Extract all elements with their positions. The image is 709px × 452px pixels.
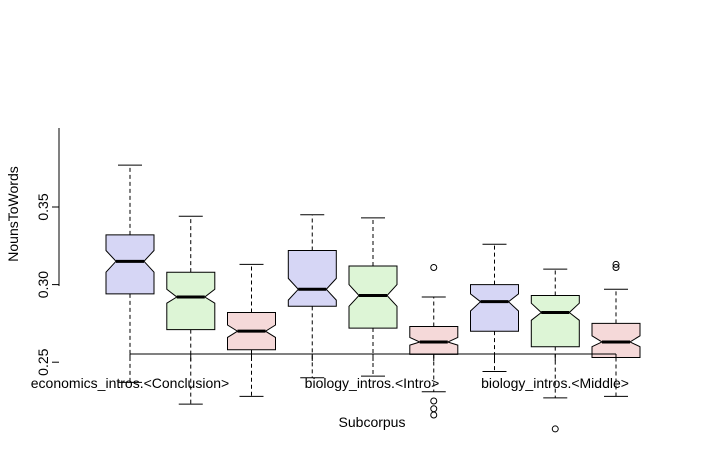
box-8: [530, 268, 580, 433]
outlier-point: [551, 425, 559, 433]
y-tick-label: 0.35: [35, 193, 51, 220]
box-body: [591, 322, 641, 358]
box-5: [348, 217, 398, 377]
x-tick-label-biology-middle: biology_intros.<Middle>: [481, 375, 629, 391]
box-6: [409, 264, 459, 419]
y-tick-label: 0.25: [35, 348, 51, 375]
box-body: [470, 284, 519, 332]
box-9: [591, 260, 641, 397]
box-body: [105, 234, 155, 295]
outlier-point: [430, 411, 438, 419]
outlier-point: [430, 264, 438, 272]
box-body: [287, 250, 337, 307]
box-3: [227, 263, 276, 397]
outlier-point: [612, 264, 620, 272]
box-1: [105, 164, 155, 383]
x-axis-title: Subcorpus: [339, 414, 406, 430]
box-4: [287, 214, 337, 379]
box-body: [166, 271, 216, 331]
box-body: [348, 265, 398, 329]
outlier-point: [430, 405, 438, 413]
box-7: [470, 243, 519, 373]
box-2: [166, 215, 216, 405]
x-axis-ticks: [129, 354, 617, 361]
y-axis-ticks: 0.25 0.30 0.35: [35, 193, 59, 376]
outlier-point: [430, 397, 438, 405]
outlier-point: [612, 260, 620, 268]
plot-area: [105, 164, 641, 433]
x-tick-label-biology-intro: biology_intros.<Intro>: [305, 375, 440, 391]
x-tick-label-economics-conclusion: economics_intros.<Conclusion>: [31, 375, 229, 391]
box-body: [409, 326, 459, 355]
box-body: [530, 295, 580, 348]
y-tick-label: 0.30: [35, 271, 51, 298]
y-axis-title: NounsToWords: [5, 166, 21, 261]
